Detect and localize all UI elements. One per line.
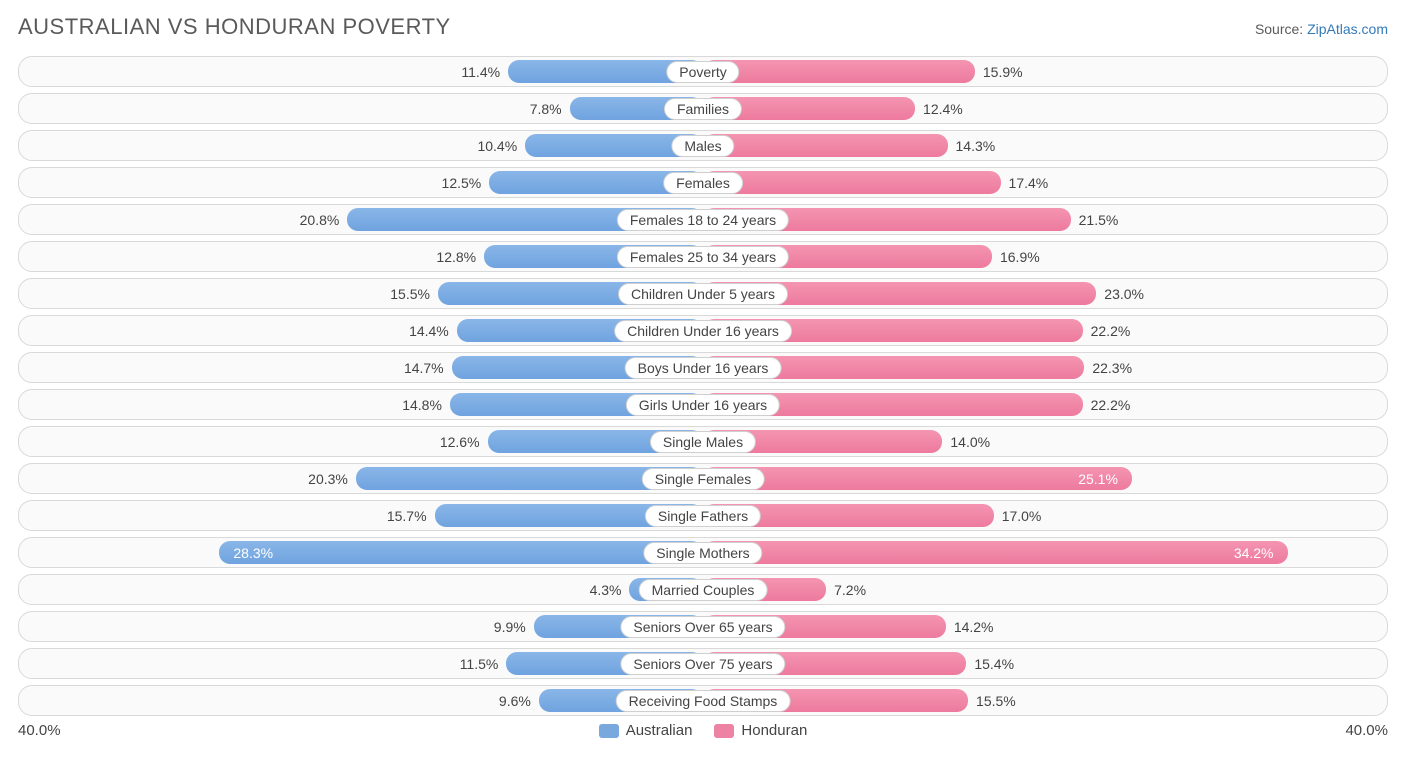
value-right: 22.3% [1092,360,1132,376]
value-right: 15.9% [983,64,1023,80]
value-right: 12.4% [923,101,963,117]
chart-row: 7.8% 12.4% Families [18,93,1388,124]
legend-label-left: Australian [626,722,693,739]
value-right: 17.4% [1009,175,1049,191]
value-right: 22.2% [1091,397,1131,413]
value-right: 25.1% [1078,471,1118,487]
bar-right [703,541,1288,564]
value-right: 17.0% [1002,508,1042,524]
value-left: 20.8% [300,212,340,228]
category-label: Girls Under 16 years [626,394,780,416]
value-right: 15.4% [974,656,1014,672]
chart-row: 10.4% 14.3% Males [18,130,1388,161]
category-label: Single Fathers [645,505,761,527]
value-right: 23.0% [1104,286,1144,302]
value-left: 4.3% [590,582,622,598]
value-right: 22.2% [1091,323,1131,339]
chart-row: 9.6% 15.5% Receiving Food Stamps [18,685,1388,716]
category-label: Boys Under 16 years [625,357,782,379]
chart-title: AUSTRALIAN VS HONDURAN POVERTY [18,14,451,40]
value-right: 34.2% [1234,545,1274,561]
legend: Australian Honduran [599,722,808,739]
bar-right [703,60,975,83]
value-left: 10.4% [477,138,517,154]
bar-right [703,467,1132,490]
source-label: Source: [1255,21,1307,37]
category-label: Married Couples [639,579,768,601]
diverging-bar-chart: 11.4%15.9%Poverty7.8%12.4%Families10.4%1… [18,56,1388,716]
value-left: 15.7% [387,508,427,524]
value-left: 14.8% [402,397,442,413]
value-right: 7.2% [834,582,866,598]
chart-footer: 40.0% Australian Honduran 40.0% [18,722,1388,739]
category-label: Poverty [666,61,739,83]
category-label: Children Under 5 years [618,283,788,305]
category-label: Males [671,135,734,157]
value-left: 12.5% [442,175,482,191]
category-label: Seniors Over 65 years [620,616,785,638]
legend-swatch-right [714,724,734,738]
value-left: 11.4% [461,64,500,80]
value-left: 9.6% [499,693,531,709]
legend-item-right: Honduran [714,722,807,739]
chart-row: 15.7% 17.0% Single Fathers [18,500,1388,531]
chart-row: 14.4% 22.2% Children Under 16 years [18,315,1388,346]
chart-row: 12.6% 14.0% Single Males [18,426,1388,457]
value-left: 15.5% [390,286,430,302]
value-right: 14.0% [950,434,990,450]
value-right: 16.9% [1000,249,1040,265]
chart-row: 14.7% 22.3% Boys Under 16 years [18,352,1388,383]
legend-label-right: Honduran [741,722,807,739]
chart-header: AUSTRALIAN VS HONDURAN POVERTY Source: Z… [18,14,1388,40]
chart-row: 11.4% 15.9% Poverty [18,56,1388,87]
value-right: 21.5% [1079,212,1119,228]
chart-row: 20.3% 25.1% Single Females [18,463,1388,494]
chart-row: 20.8% 21.5% Females 18 to 24 years [18,204,1388,235]
category-label: Single Females [642,468,765,490]
category-label: Females 18 to 24 years [617,209,789,231]
category-label: Seniors Over 75 years [620,653,785,675]
axis-left-max: 40.0% [18,722,61,739]
category-label: Females [663,172,743,194]
value-left: 11.5% [460,656,499,672]
legend-item-left: Australian [599,722,693,739]
chart-row: 28.3% 34.2% Single Mothers [18,537,1388,568]
category-label: Children Under 16 years [614,320,792,342]
value-left: 28.3% [233,545,273,561]
category-label: Receiving Food Stamps [616,690,791,712]
value-left: 12.8% [436,249,476,265]
axis-right-max: 40.0% [1345,722,1388,739]
bar-right [703,171,1001,194]
chart-row: 15.5% 23.0% Children Under 5 years [18,278,1388,309]
category-label: Single Males [650,431,756,453]
value-left: 12.6% [440,434,480,450]
category-label: Families [664,98,742,120]
value-left: 7.8% [530,101,562,117]
bar-left [219,541,703,564]
chart-row: 4.3% 7.2% Married Couples [18,574,1388,605]
bar-right [703,134,948,157]
chart-row: 11.5% 15.4% Seniors Over 75 years [18,648,1388,679]
value-right: 15.5% [976,693,1016,709]
value-left: 14.4% [409,323,449,339]
value-left: 14.7% [404,360,444,376]
source: Source: ZipAtlas.com [1255,21,1388,37]
value-left: 20.3% [308,471,348,487]
chart-row: 9.9% 14.2% Seniors Over 65 years [18,611,1388,642]
chart-row: 14.8% 22.2% Girls Under 16 years [18,389,1388,420]
chart-row: 12.5% 17.4% Females [18,167,1388,198]
category-label: Single Mothers [643,542,762,564]
chart-row: 12.8% 16.9% Females 25 to 34 years [18,241,1388,272]
value-left: 9.9% [494,619,526,635]
value-right: 14.3% [956,138,996,154]
value-right: 14.2% [954,619,994,635]
legend-swatch-left [599,724,619,738]
category-label: Females 25 to 34 years [617,246,789,268]
source-link[interactable]: ZipAtlas.com [1307,21,1388,37]
